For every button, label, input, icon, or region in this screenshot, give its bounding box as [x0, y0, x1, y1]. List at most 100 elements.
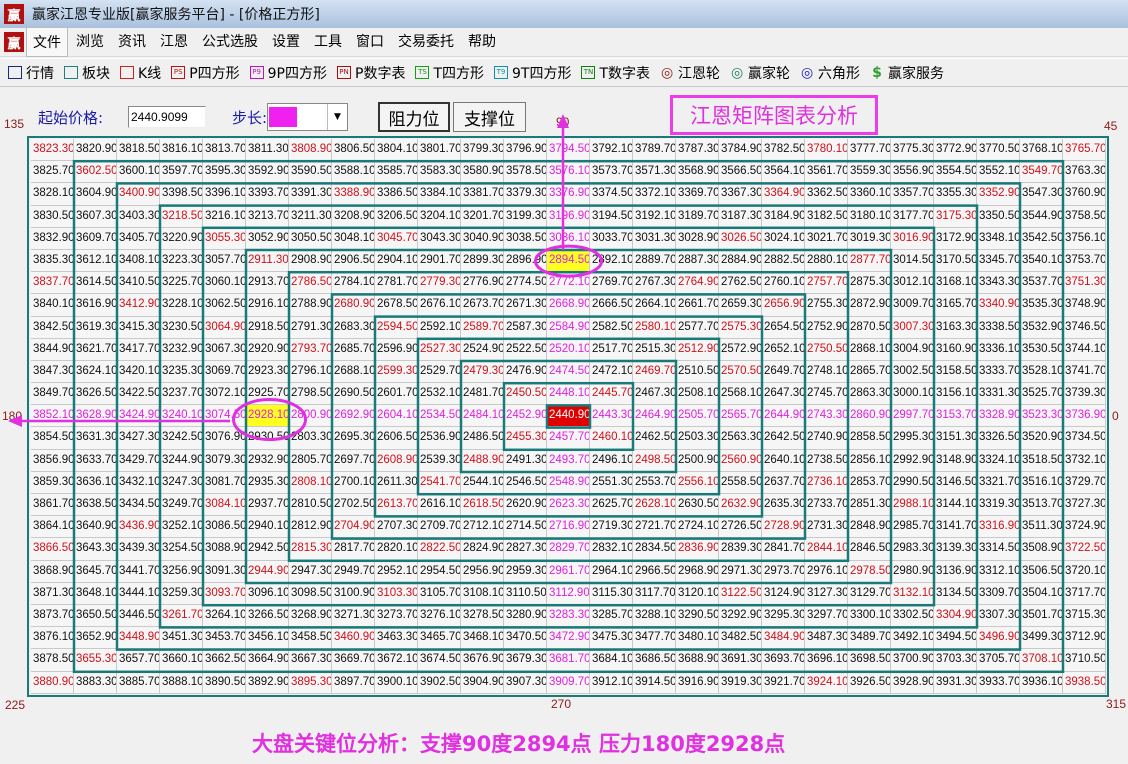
- grid-cell[interactable]: 2481.70: [461, 383, 504, 406]
- grid-cell[interactable]: 3417.70: [117, 338, 160, 361]
- grid-cell[interactable]: 2517.70: [590, 338, 633, 361]
- grid-cell[interactable]: 3727.30: [1063, 494, 1106, 517]
- grid-cell[interactable]: 2656.90: [762, 294, 805, 317]
- grid-cell[interactable]: 2767.30: [633, 272, 676, 295]
- grid-cell[interactable]: 3576.10: [547, 161, 590, 184]
- grid-cell[interactable]: 2853.70: [848, 471, 891, 494]
- grid-cell[interactable]: 3544.90: [1020, 205, 1063, 228]
- grid-cell[interactable]: 2541.70: [418, 471, 461, 494]
- grid-cell[interactable]: 3626.50: [74, 383, 117, 406]
- grid-cell[interactable]: 3760.90: [1063, 183, 1106, 206]
- grid-cell[interactable]: 2544.10: [461, 471, 504, 494]
- grid-cell[interactable]: 3038.50: [504, 227, 547, 250]
- grid-cell[interactable]: 3225.70: [160, 272, 203, 295]
- grid-cell[interactable]: 3789.70: [633, 139, 676, 162]
- grid-cell[interactable]: 3844.90: [31, 338, 74, 361]
- grid-cell[interactable]: 2836.90: [676, 538, 719, 561]
- grid-cell[interactable]: 2568.10: [719, 383, 762, 406]
- grid-cell[interactable]: 2832.10: [590, 538, 633, 561]
- grid-cell[interactable]: 2692.90: [332, 405, 375, 428]
- grid-cell[interactable]: 3151.30: [934, 427, 977, 450]
- grid-cell[interactable]: 3448.90: [117, 627, 160, 650]
- grid-cell[interactable]: 2738.50: [805, 449, 848, 472]
- grid-cell[interactable]: 3108.10: [461, 582, 504, 605]
- grid-cell[interactable]: 2469.70: [633, 360, 676, 384]
- grid-cell[interactable]: 3444.10: [117, 582, 160, 605]
- grid-cell[interactable]: 3801.70: [418, 139, 461, 162]
- toolbar-button-5[interactable]: PN P数字表: [337, 63, 405, 83]
- grid-cell[interactable]: 2604.10: [375, 405, 418, 428]
- grid-cell[interactable]: 2721.70: [633, 516, 676, 539]
- grid-cell[interactable]: 3400.90: [117, 183, 160, 206]
- grid-cell[interactable]: 3163.30: [934, 316, 977, 339]
- grid-cell[interactable]: 3177.70: [891, 205, 934, 228]
- grid-cell[interactable]: 2762.50: [719, 272, 762, 295]
- grid-cell[interactable]: 3698.50: [848, 649, 891, 672]
- grid-cell[interactable]: 3595.30: [203, 161, 246, 184]
- grid-cell[interactable]: 3828.10: [31, 183, 74, 206]
- grid-cell[interactable]: 3122.50: [719, 582, 762, 605]
- grid-cell[interactable]: 2983.30: [891, 538, 934, 561]
- grid-cell[interactable]: 3902.50: [418, 671, 461, 694]
- grid-cell[interactable]: 3912.10: [590, 671, 633, 694]
- grid-cell[interactable]: 3052.90: [246, 227, 289, 250]
- start-price-input[interactable]: 2440.9099: [128, 106, 206, 128]
- grid-cell[interactable]: 3372.10: [633, 183, 676, 206]
- grid-cell[interactable]: 2791.30: [289, 316, 332, 339]
- grid-cell[interactable]: 3273.70: [375, 604, 418, 628]
- chevron-down-icon[interactable]: ▼: [327, 104, 347, 130]
- grid-cell[interactable]: 3316.90: [977, 516, 1020, 539]
- grid-cell[interactable]: 3609.70: [74, 227, 117, 250]
- grid-cell[interactable]: 3160.90: [934, 338, 977, 361]
- grid-cell[interactable]: 3285.70: [590, 604, 633, 628]
- grid-cell[interactable]: 3415.30: [117, 316, 160, 339]
- grid-cell[interactable]: 3787.30: [676, 139, 719, 162]
- grid-cell[interactable]: 3676.90: [461, 649, 504, 672]
- grid-cell[interactable]: 3408.10: [117, 249, 160, 273]
- grid-cell[interactable]: 2532.10: [418, 383, 461, 406]
- grid-cell[interactable]: 2937.70: [246, 494, 289, 517]
- grid-cell[interactable]: 3621.70: [74, 338, 117, 361]
- grid-cell[interactable]: 3393.70: [246, 183, 289, 206]
- grid-cell[interactable]: 3871.30: [31, 582, 74, 605]
- grid-cell[interactable]: 2860.90: [848, 405, 891, 428]
- grid-cell[interactable]: 3290.50: [676, 604, 719, 628]
- grid-cell[interactable]: 3885.70: [117, 671, 160, 694]
- grid-cell[interactable]: 3321.70: [977, 471, 1020, 494]
- grid-cell[interactable]: 3184.90: [762, 205, 805, 228]
- grid-cell[interactable]: 2611.30: [375, 471, 418, 494]
- grid-cell[interactable]: 3048.10: [332, 227, 375, 250]
- grid-cell[interactable]: 3540.10: [1020, 249, 1063, 273]
- grid-cell[interactable]: 3220.90: [160, 227, 203, 250]
- grid-cell[interactable]: 2906.50: [332, 249, 375, 273]
- grid-cell[interactable]: 3376.90: [547, 183, 590, 206]
- grid-cell[interactable]: 3043.30: [418, 227, 461, 250]
- grid-cell[interactable]: 2932.90: [246, 449, 289, 472]
- grid-cell[interactable]: 3580.90: [461, 161, 504, 184]
- grid-cell[interactable]: 3820.90: [74, 139, 117, 162]
- grid-cell[interactable]: 2632.90: [719, 494, 762, 517]
- grid-cell[interactable]: 3465.70: [418, 627, 461, 650]
- grid-cell[interactable]: 2608.90: [375, 449, 418, 472]
- grid-cell[interactable]: 3681.70: [547, 649, 590, 672]
- grid-cell[interactable]: 3204.10: [418, 205, 461, 228]
- grid-cell[interactable]: 3081.70: [203, 471, 246, 494]
- menu-item-8[interactable]: 交易委托: [398, 34, 454, 50]
- grid-cell[interactable]: 3434.50: [117, 494, 160, 517]
- grid-cell[interactable]: 2688.10: [332, 360, 375, 384]
- grid-cell[interactable]: 2553.70: [633, 471, 676, 494]
- grid-cell[interactable]: 3148.90: [934, 449, 977, 472]
- grid-cell[interactable]: 3679.30: [504, 649, 547, 672]
- grid-cell[interactable]: 2800.90: [289, 405, 332, 428]
- menu-item-0[interactable]: 文件: [26, 27, 68, 57]
- grid-cell[interactable]: 3907.30: [504, 671, 547, 694]
- grid-cell[interactable]: 3055.30: [203, 227, 246, 250]
- grid-cell[interactable]: 2479.30: [461, 360, 504, 384]
- grid-cell[interactable]: 2947.30: [289, 560, 332, 583]
- grid-cell[interactable]: 2964.10: [590, 560, 633, 583]
- grid-cell[interactable]: 3715.30: [1063, 604, 1106, 628]
- grid-cell[interactable]: 3057.70: [203, 249, 246, 273]
- grid-cell[interactable]: 3508.90: [1020, 538, 1063, 561]
- resistance-button[interactable]: 阻力位: [378, 102, 450, 132]
- grid-cell[interactable]: 3264.10: [203, 604, 246, 628]
